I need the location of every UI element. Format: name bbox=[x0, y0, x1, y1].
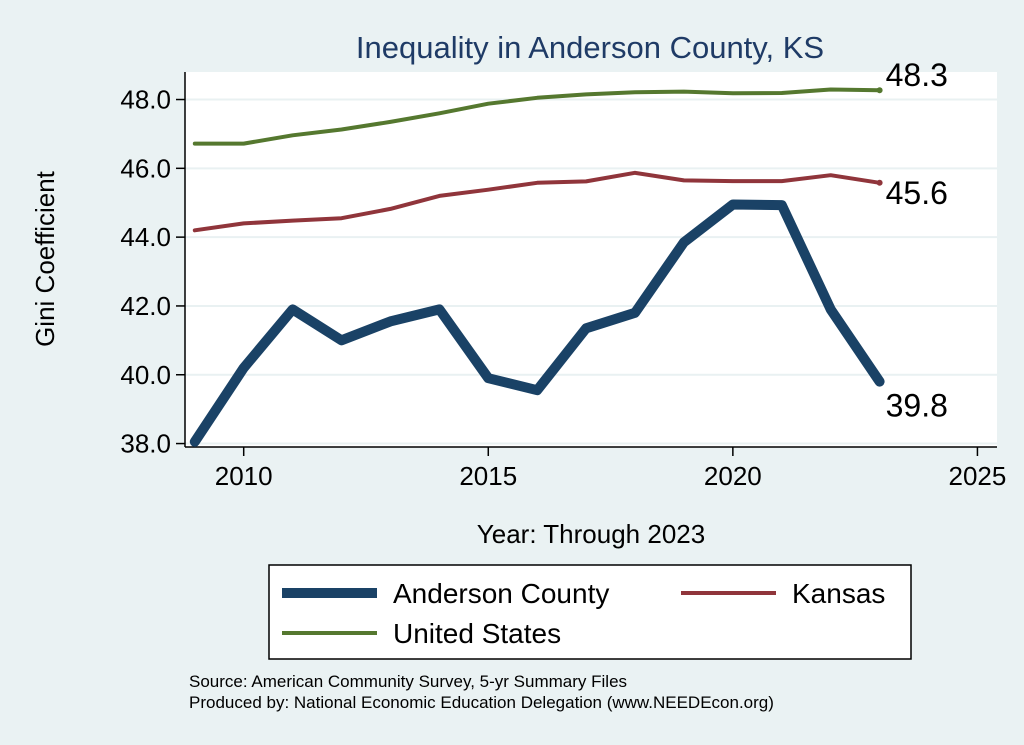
source-line-1: Source: American Community Survey, 5-yr … bbox=[189, 672, 627, 691]
x-axis-ticks: 2010 2015 2020 2025 bbox=[215, 447, 1007, 491]
y-tick-label: 40.0 bbox=[120, 360, 171, 390]
x-tick-label: 2015 bbox=[459, 461, 517, 491]
end-label-united-states: 48.3 bbox=[886, 57, 948, 93]
series-line-kansas bbox=[192, 170, 882, 233]
gridlines bbox=[185, 98, 997, 445]
plot-area bbox=[185, 72, 997, 447]
end-label-anderson-county: 39.8 bbox=[886, 388, 948, 424]
y-tick-label: 46.0 bbox=[120, 153, 171, 183]
y-tick-label: 38.0 bbox=[120, 429, 171, 459]
end-point-anderson-county bbox=[876, 378, 883, 385]
end-point-united-states bbox=[876, 87, 883, 94]
x-axis-title: Year: Through 2023 bbox=[477, 519, 705, 549]
x-tick-label: 2020 bbox=[704, 461, 762, 491]
series-line-united-states bbox=[192, 87, 882, 146]
legend-label-united-states: United States bbox=[393, 618, 561, 649]
legend: Anderson County Kansas United States bbox=[268, 564, 912, 660]
y-axis-ticks: 38.0 40.0 42.0 44.0 46.0 48.0 bbox=[120, 85, 185, 459]
y-tick-label: 42.0 bbox=[120, 291, 171, 321]
y-axis-title: Gini Coefficient bbox=[30, 170, 60, 347]
x-tick-label: 2025 bbox=[949, 461, 1007, 491]
end-labels: 48.3 45.6 39.8 bbox=[886, 57, 948, 423]
y-tick-label: 44.0 bbox=[120, 222, 171, 252]
x-tick-label: 2010 bbox=[215, 461, 273, 491]
end-point-kansas bbox=[876, 179, 883, 186]
series-lines bbox=[189, 87, 885, 447]
legend-label-anderson-county: Anderson County bbox=[393, 578, 609, 609]
legend-box bbox=[268, 564, 912, 660]
legend-label-kansas: Kansas bbox=[792, 578, 885, 609]
y-tick-label: 48.0 bbox=[120, 85, 171, 115]
end-label-kansas: 45.6 bbox=[886, 175, 948, 211]
series-line-anderson-county bbox=[189, 199, 885, 447]
chart-title: Inequality in Anderson County, KS bbox=[356, 30, 824, 65]
source-line-2: Produced by: National Economic Education… bbox=[189, 693, 774, 712]
